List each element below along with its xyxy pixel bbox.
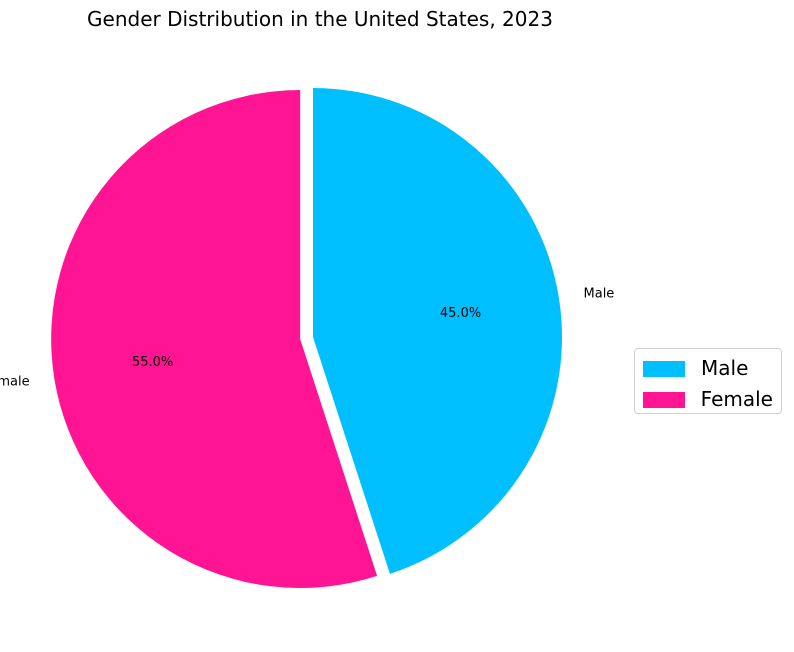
pct-label-female: 55.0% <box>132 355 173 370</box>
pie-labels: 45.0% Male 55.0% Female <box>0 287 614 390</box>
slice-label-female: Female <box>0 374 30 389</box>
pct-label-male: 45.0% <box>440 306 481 321</box>
slice-label-male: Male <box>584 287 615 302</box>
legend-label-female: Female <box>700 387 773 411</box>
legend-item-male: Male <box>643 355 773 382</box>
legend-item-female: Female <box>643 386 773 413</box>
pie-slices <box>51 88 562 589</box>
pie-slice-male <box>313 88 562 574</box>
legend-swatch-male <box>643 360 685 377</box>
chart-legend: Male Female <box>634 348 782 414</box>
legend-label-male: Male <box>701 356 749 380</box>
pie-slice-female <box>51 90 378 589</box>
legend-swatch-female <box>643 391 685 408</box>
chart-title: Gender Distribution in the United States… <box>87 7 553 31</box>
